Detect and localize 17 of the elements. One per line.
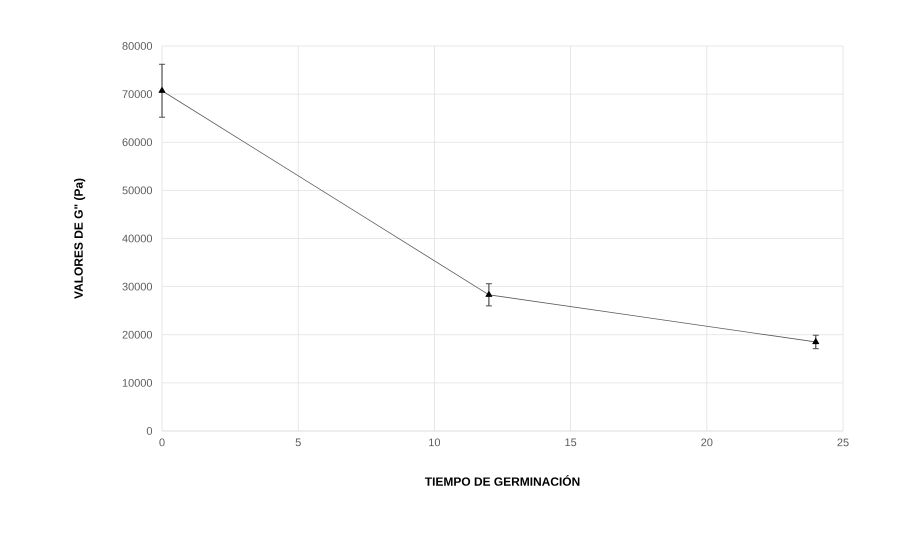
y-tick-label: 20000 [122,330,152,339]
y-tick-label: 50000 [122,186,152,194]
x-tick-label: 15 [565,438,576,446]
y-tick-label: 10000 [122,378,152,387]
y-tick-label: 40000 [122,234,152,242]
x-tick-label: 25 [837,438,849,446]
y-tick-label: 80000 [122,42,152,50]
y-axis-title: VALORES DE G" (Pa) [74,178,86,299]
x-tick-label: 10 [429,438,440,446]
x-tick-label: 5 [296,438,301,446]
y-tick-label: 30000 [122,282,152,290]
x-tick-label: 0 [159,438,165,446]
y-tick-label: 60000 [122,138,152,146]
y-tick-label: 70000 [122,90,152,98]
x-tick-label: 20 [701,438,712,446]
x-axis-title: TIEMPO DE GERMINACIÓN [424,475,580,486]
y-tick-label: 0 [146,427,152,435]
